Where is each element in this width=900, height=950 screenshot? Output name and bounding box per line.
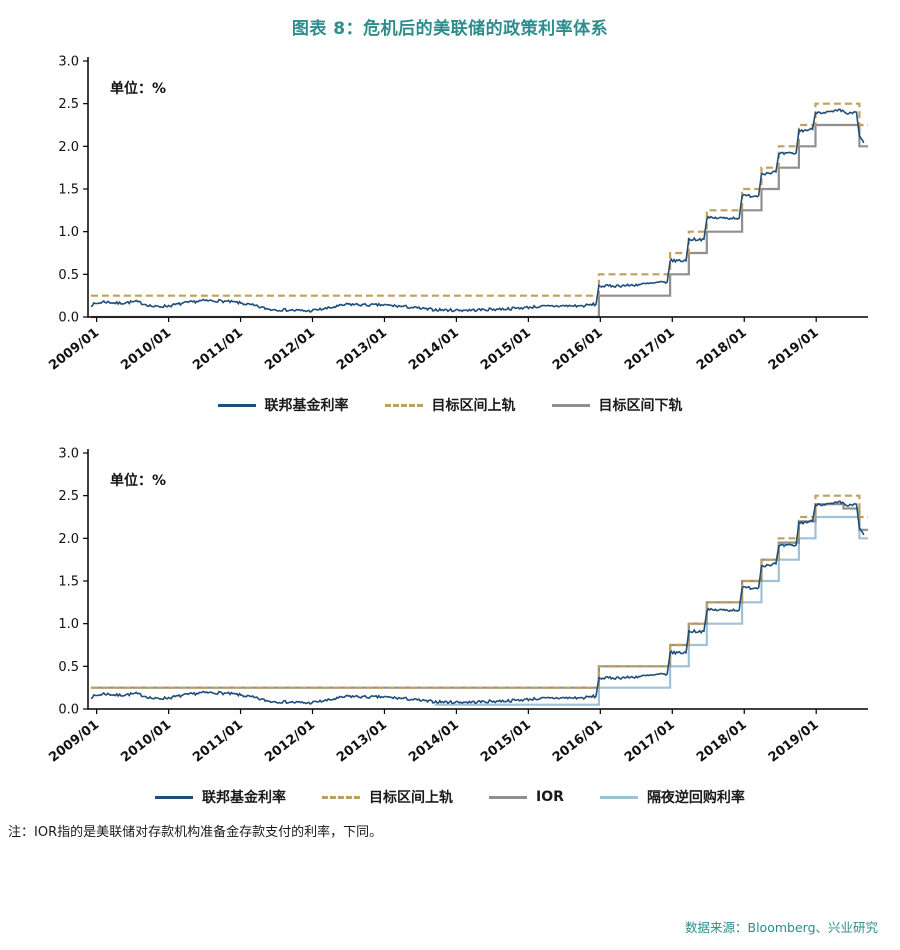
series-line-ior xyxy=(90,503,868,689)
y-tick-label: 1.0 xyxy=(58,617,79,632)
legend-item-ior: IOR xyxy=(489,789,564,805)
x-tick-label: 2018/01 xyxy=(694,325,750,373)
x-tick-label: 2013/01 xyxy=(334,717,390,765)
x-tick-label: 2010/01 xyxy=(118,717,174,765)
x-tick-label: 2018/01 xyxy=(694,717,750,765)
x-tick-label: 2019/01 xyxy=(766,717,822,765)
top-chart: 0.0 0.5 1.0 1.5 2.0 2.5 3.0 2009/01 2010/01 2011/… xyxy=(0,45,900,419)
legend-line-ior xyxy=(489,795,528,799)
axes xyxy=(87,449,868,710)
series-line-ffr xyxy=(90,108,865,314)
x-tick-label: 2009/01 xyxy=(46,717,102,765)
legend-label-ffr: 联邦基金利率 xyxy=(264,398,349,414)
legend-item-on-rrp: 隔夜逆回购利率 xyxy=(599,787,745,807)
legend-label-target-upper: 目标区间上轨 xyxy=(431,398,516,414)
x-tick-label: 2016/01 xyxy=(550,325,606,373)
legend-label-on-rrp: 隔夜逆回购利率 xyxy=(646,790,745,806)
x-tick-label: 2011/01 xyxy=(190,717,246,765)
y-tick-label: 3.0 xyxy=(58,447,79,462)
x-tick-label: 2013/01 xyxy=(334,325,390,373)
top-chart-canvas: 0.0 0.5 1.0 1.5 2.0 2.5 3.0 2009/01 2010/01 2011/… xyxy=(46,55,868,373)
legend-line-target-upper xyxy=(384,403,423,407)
unit-label: 单位：% xyxy=(110,472,166,489)
unit-label: 单位：% xyxy=(110,80,166,97)
x-tick-label: 2015/01 xyxy=(478,717,534,765)
legend-label-ffr: 联邦基金利率 xyxy=(202,790,287,806)
legend-item-target-lower: 目标区间下轨 xyxy=(551,395,683,415)
y-tick-label: 2.0 xyxy=(58,140,79,155)
legend-item-target-upper: 目标区间上轨 xyxy=(384,395,516,415)
y-tick-label: 3.0 xyxy=(58,55,79,70)
y-tick-label: 0.0 xyxy=(58,311,79,326)
y-tick-label: 0.5 xyxy=(58,268,79,283)
series-line-target-upper xyxy=(90,494,868,689)
series-line-target-lower xyxy=(90,123,868,319)
legend-line-ffr xyxy=(155,795,194,799)
series-line-ffr xyxy=(90,500,865,706)
x-tick-label: 2019/01 xyxy=(766,325,822,373)
legend-item-ffr: 联邦基金利率 xyxy=(217,395,349,415)
legend-line-on-rrp xyxy=(599,795,638,799)
y-tick-label: 0.0 xyxy=(58,703,79,718)
data-source: 数据来源：Bloomberg、兴业研究 xyxy=(685,920,878,935)
legend-line-target-lower xyxy=(551,403,590,407)
x-tick-label: 2012/01 xyxy=(262,325,318,373)
axes xyxy=(87,57,868,318)
series-line-on-rrp xyxy=(434,515,868,706)
bottom-chart: 0.0 0.5 1.0 1.5 2.0 2.5 3.0 2009/01 2010/01 2011/… xyxy=(0,437,900,811)
x-tick-label: 2009/01 xyxy=(46,325,102,373)
legend-item-target-upper: 目标区间上轨 xyxy=(322,787,453,807)
figure-title: 图表 8：危机后的美联储的政策利率体系 xyxy=(291,19,609,39)
bottom-chart-legend: 联邦基金利率 目标区间上轨 IOR 隔夜逆回购利率 xyxy=(0,783,900,811)
x-tick-label: 2015/01 xyxy=(478,325,534,373)
series-line-target-upper xyxy=(90,102,868,297)
x-tick-label: 2017/01 xyxy=(622,325,678,373)
legend-item-ffr: 联邦基金利率 xyxy=(155,787,286,807)
x-tick-label: 2012/01 xyxy=(262,717,318,765)
top-chart-legend: 联邦基金利率 目标区间上轨 目标区间下轨 xyxy=(0,391,900,419)
y-tick-label: 1.5 xyxy=(58,183,79,198)
x-tick-label: 2014/01 xyxy=(406,717,462,765)
x-tick-label: 2011/01 xyxy=(190,325,246,373)
legend-label-target-lower: 目标区间下轨 xyxy=(598,398,683,414)
legend-line-target-upper xyxy=(322,795,361,799)
y-tick-label: 2.5 xyxy=(58,97,79,112)
x-tick-label: 2017/01 xyxy=(622,717,678,765)
bottom-chart-canvas: 0.0 0.5 1.0 1.5 2.0 2.5 3.0 2009/01 2010/01 2011/… xyxy=(46,447,868,765)
y-tick-label: 1.5 xyxy=(58,575,79,590)
x-tick-label: 2014/01 xyxy=(406,325,462,373)
footnote: 注：IOR指的是美联储对存款机构准备金存款支付的利率，下同。 xyxy=(8,825,383,840)
legend-label-target-upper: 目标区间上轨 xyxy=(369,790,454,806)
y-tick-label: 1.0 xyxy=(58,225,79,240)
x-tick-label: 2010/01 xyxy=(118,325,174,373)
y-tick-label: 2.0 xyxy=(58,532,79,547)
legend-line-ffr xyxy=(217,403,256,407)
legend-label-ior: IOR xyxy=(536,789,564,805)
y-tick-label: 2.5 xyxy=(58,489,79,504)
y-tick-label: 0.5 xyxy=(58,660,79,675)
x-tick-label: 2016/01 xyxy=(550,717,606,765)
